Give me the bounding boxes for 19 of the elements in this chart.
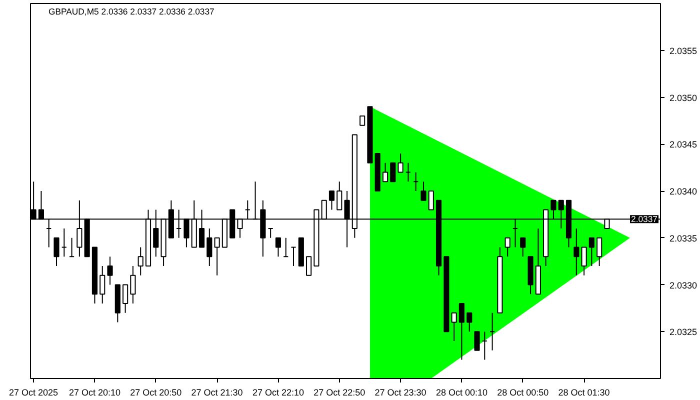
x-tick-label: 27 Oct 22:50 (314, 388, 366, 398)
x-tick-label: 27 Oct 21:30 (191, 388, 243, 398)
y-tick-label: 2.0335 (670, 233, 698, 244)
x-tick-label: 28 Oct 00:10 (436, 388, 488, 398)
x-tick-label: 28 Oct 01:30 (558, 388, 610, 398)
chart-title: GBPAUD,M5 2.0336 2.0337 2.0336 2.0337 (48, 6, 215, 16)
y-tick-label: 2.0330 (670, 280, 698, 290)
x-tick-label: 27 Oct 22:10 (252, 388, 304, 398)
y-tick-label: 2.0355 (670, 46, 698, 56)
x-tick-label: 27 Oct 20:50 (130, 388, 182, 398)
y-tick-label: 2.0345 (670, 140, 698, 150)
x-tick-label: 27 Oct 20:10 (68, 388, 121, 398)
y-tick-label: 2.0325 (670, 327, 698, 338)
x-tick-label: 27 Oct 23:30 (374, 388, 426, 398)
y-tick-label: 2.0350 (670, 92, 698, 103)
y-tick-label: 2.0340 (670, 186, 698, 196)
x-tick-label: 27 Oct 2025 (9, 388, 58, 398)
ref-line-label: 2.0337 (631, 214, 658, 224)
x-tick-label: 28 Oct 00:50 (497, 388, 549, 398)
